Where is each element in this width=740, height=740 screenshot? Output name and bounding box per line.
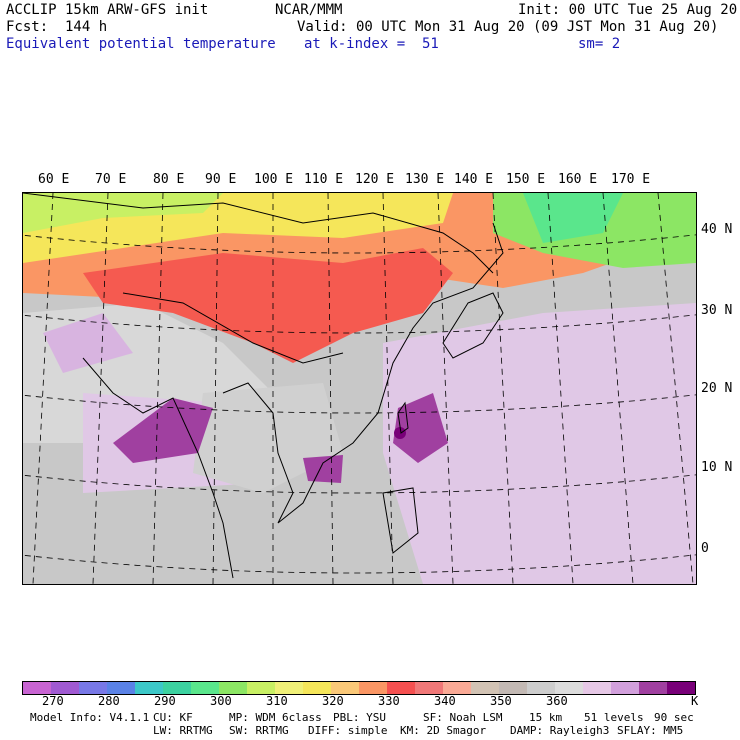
lat-label: 40 N bbox=[701, 222, 733, 237]
lon-label: 110 E bbox=[304, 172, 344, 187]
colorbar-label: 320 bbox=[322, 694, 344, 708]
colorbar-swatch bbox=[247, 682, 275, 694]
lon-label: 170 E bbox=[611, 172, 651, 187]
smoothing: sm= 2 bbox=[578, 36, 621, 52]
colorbar-swatch bbox=[359, 682, 387, 694]
colorbar-swatch bbox=[387, 682, 415, 694]
colorbar-swatch bbox=[499, 682, 527, 694]
colorbar-swatch bbox=[443, 682, 471, 694]
map-panel bbox=[22, 192, 697, 585]
level-index: at k-index = 51 bbox=[304, 36, 439, 52]
model-title: ACCLIP 15km ARW-GFS init bbox=[6, 2, 209, 18]
valid-time: Valid: 00 UTC Mon 31 Aug 20 (09 JST Mon … bbox=[297, 19, 719, 35]
lat-label: 30 N bbox=[701, 303, 733, 318]
forecast-hour: Fcst: 144 h bbox=[6, 19, 108, 35]
colorbar-label: 270 bbox=[42, 694, 64, 708]
colorbar-swatch bbox=[191, 682, 219, 694]
footer-item: SFLAY: MM5 bbox=[617, 724, 684, 737]
colorbar-swatch bbox=[303, 682, 331, 694]
lon-label: 140 E bbox=[454, 172, 494, 187]
colorbar-label: 360 bbox=[546, 694, 568, 708]
footer-item: CU: KF bbox=[153, 711, 193, 724]
lon-label: 130 E bbox=[405, 172, 445, 187]
colorbar-swatch bbox=[23, 682, 51, 694]
footer-item: 90 sec bbox=[654, 711, 694, 724]
colorbar-swatch bbox=[639, 682, 667, 694]
footer-item: DIFF: simple bbox=[308, 724, 388, 737]
graticule bbox=[23, 193, 696, 584]
colorbar-label: 300 bbox=[210, 694, 232, 708]
typhoon-core bbox=[394, 427, 406, 439]
init-time: Init: 00 UTC Tue 25 Aug 20 bbox=[518, 2, 738, 18]
lat-label: 20 N bbox=[701, 381, 733, 396]
colorbar-swatch bbox=[79, 682, 107, 694]
colorbar-label: 330 bbox=[378, 694, 400, 708]
colorbar-swatch bbox=[135, 682, 163, 694]
lon-label: 150 E bbox=[506, 172, 546, 187]
colorbar-swatch bbox=[527, 682, 555, 694]
colorbar-swatch bbox=[275, 682, 303, 694]
colorbar-swatch bbox=[583, 682, 611, 694]
footer-item: LW: RRTMG bbox=[153, 724, 213, 737]
lon-label: 90 E bbox=[205, 172, 237, 187]
map-canvas bbox=[23, 193, 696, 584]
colorbar-label: 340 bbox=[434, 694, 456, 708]
colorbar-label: 280 bbox=[98, 694, 120, 708]
footer-item: PBL: YSU bbox=[333, 711, 386, 724]
footer-item: SF: Noah LSM bbox=[423, 711, 503, 724]
lon-label: 70 E bbox=[95, 172, 127, 187]
colorbar-swatch bbox=[219, 682, 247, 694]
lon-label: 60 E bbox=[38, 172, 70, 187]
arabian-lavender bbox=[43, 313, 133, 373]
scs-high bbox=[303, 455, 343, 483]
colorbar bbox=[22, 681, 696, 695]
typhoon-high bbox=[393, 393, 448, 463]
lon-label: 160 E bbox=[558, 172, 598, 187]
band-red bbox=[83, 248, 453, 363]
footer-item: DAMP: Rayleigh3 bbox=[510, 724, 610, 737]
footer-item: 51 levels bbox=[584, 711, 644, 724]
organization: NCAR/MMM bbox=[275, 2, 343, 18]
footer-item: Model Info: V4.1.1 bbox=[30, 711, 150, 724]
lon-label: 120 E bbox=[355, 172, 395, 187]
colorbar-swatch bbox=[611, 682, 639, 694]
band-lightgreen bbox=[23, 193, 223, 233]
colorbar-unit: K bbox=[691, 694, 699, 708]
footer-item: KM: 2D Smagor bbox=[400, 724, 487, 737]
lon-label: 100 E bbox=[254, 172, 294, 187]
field-name: Equivalent potential temperature bbox=[6, 36, 276, 52]
colorbar-swatch bbox=[163, 682, 191, 694]
footer-item: 15 km bbox=[529, 711, 563, 724]
lon-label: 80 E bbox=[153, 172, 185, 187]
ocean-lavender bbox=[383, 303, 696, 584]
colorbar-label: 350 bbox=[490, 694, 512, 708]
bengal-high bbox=[113, 398, 213, 463]
lat-label: 0 bbox=[701, 541, 709, 556]
lat-label: 10 N bbox=[701, 460, 733, 475]
coastlines bbox=[23, 193, 504, 579]
colorbar-swatch bbox=[107, 682, 135, 694]
band-seagreen bbox=[523, 193, 623, 243]
colorbar-label: 310 bbox=[266, 694, 288, 708]
footer-item: MP: WDM 6class bbox=[229, 711, 322, 724]
colorbar-swatch bbox=[555, 682, 583, 694]
colorbar-swatch bbox=[51, 682, 79, 694]
colorbar-swatch bbox=[415, 682, 443, 694]
footer-item: SW: RRTMG bbox=[229, 724, 289, 737]
colorbar-swatch bbox=[331, 682, 359, 694]
colorbar-swatch bbox=[667, 682, 695, 694]
colorbar-label: 290 bbox=[154, 694, 176, 708]
colorbar-swatch bbox=[471, 682, 499, 694]
